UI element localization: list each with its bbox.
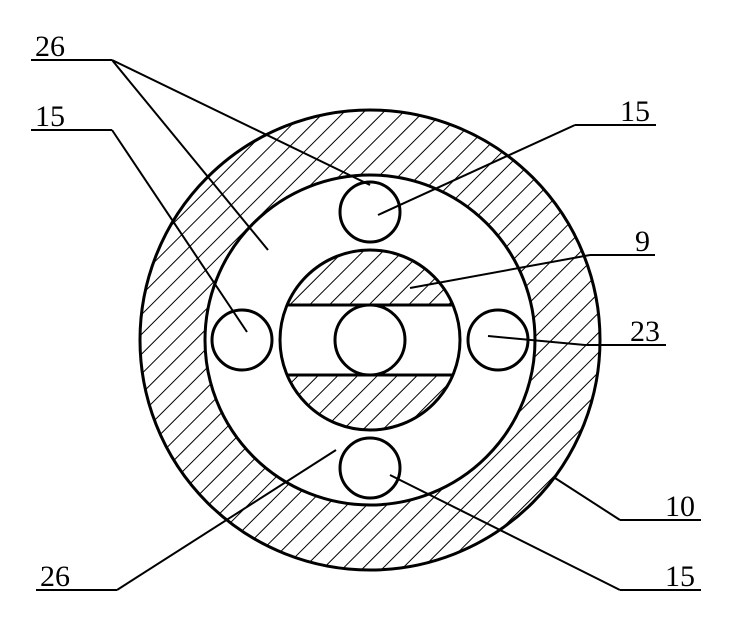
ring-hole-0 — [468, 310, 528, 370]
callout-10: 10 — [665, 490, 695, 524]
callout-9: 9 — [635, 225, 650, 259]
callout-23: 23 — [630, 315, 660, 349]
center-hole — [335, 305, 405, 375]
ring-hole-270 — [340, 438, 400, 498]
leader-line — [555, 478, 620, 520]
callout-26: 26 — [40, 560, 70, 594]
callout-15: 15 — [620, 95, 650, 129]
callout-15: 15 — [35, 100, 65, 134]
callout-26: 26 — [35, 30, 65, 64]
callout-15: 15 — [665, 560, 695, 594]
ring-hole-90 — [340, 182, 400, 242]
ring-hole-180 — [212, 310, 272, 370]
